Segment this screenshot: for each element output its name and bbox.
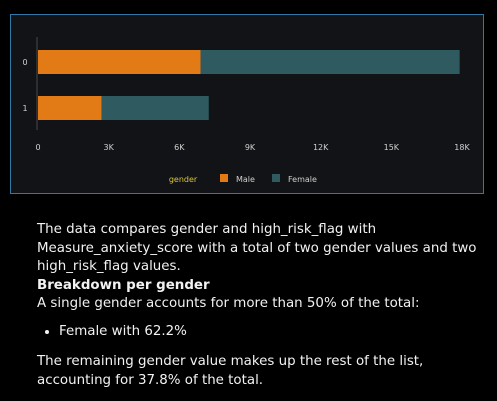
breakdown-list: Female with 62.2%: [37, 323, 477, 342]
legend-swatch-male: [220, 174, 228, 182]
bar-segment-male: [38, 96, 102, 120]
x-tick-label: 12K: [313, 143, 329, 152]
y-tick-label: 0: [22, 58, 27, 67]
chart-panel: 0 1 0 3K 6K 9K 12K 15K 18K gender Male Female: [10, 14, 484, 194]
legend-title: gender: [169, 175, 198, 184]
x-tick-label: 6K: [174, 143, 185, 152]
x-tick-label: 18K: [454, 143, 470, 152]
y-tick-label: 1: [22, 104, 27, 113]
bar-segment-female: [101, 96, 209, 120]
x-tick-label: 0: [35, 143, 40, 152]
bar-segment-female: [200, 50, 460, 74]
legend-label-male: Male: [236, 175, 255, 184]
legend-label-female: Female: [288, 175, 317, 184]
x-tick-label: 15K: [384, 143, 400, 152]
narrative-text: The data compares gender and high_risk_f…: [37, 221, 477, 390]
x-tick-label: 3K: [103, 143, 114, 152]
breakdown-lead: A single gender accounts for more than 5…: [37, 296, 420, 311]
bar-segment-male: [38, 50, 201, 74]
legend-swatch-female: [272, 174, 280, 182]
breakdown-heading: Breakdown per gender: [37, 277, 210, 293]
intro-paragraph: The data compares gender and high_risk_f…: [37, 222, 477, 274]
breakdown-list-item: Female with 62.2%: [59, 323, 477, 342]
stacked-bar-chart: 0 1 0 3K 6K 9K 12K 15K 18K gender Male Female: [22, 37, 470, 184]
x-tick-label: 9K: [245, 143, 256, 152]
outro-paragraph: The remaining gender value makes up the …: [37, 354, 424, 388]
